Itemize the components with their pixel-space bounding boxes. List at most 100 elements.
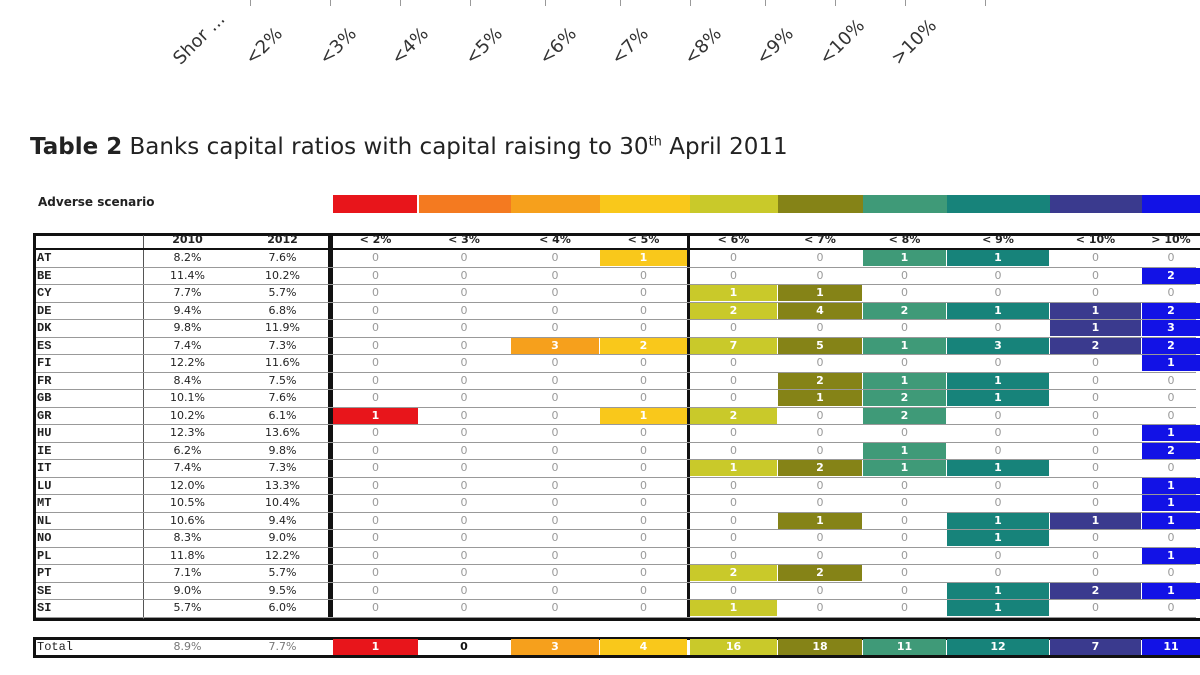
- country-code: CY: [37, 286, 52, 300]
- bucket-count-cell: 0: [640, 321, 647, 334]
- bucket-count-cell: 0: [901, 601, 908, 614]
- bucket-count-cell: 0: [551, 478, 559, 492]
- bucket-count-cell: 0: [551, 583, 559, 597]
- country-code: SI: [37, 601, 52, 615]
- bucket-count-cell: 0: [901, 566, 908, 579]
- axis-tick: [985, 0, 986, 6]
- bucket-count-cell: 0: [551, 426, 559, 439]
- value-2010: 7.4%: [173, 461, 202, 474]
- bucket-count-cell: 0: [372, 531, 379, 544]
- bucket-count-cell: 1: [1142, 582, 1200, 599]
- header-bucket: < 9%: [982, 233, 1014, 246]
- value-2012: 7.6%: [268, 391, 297, 404]
- bucket-count-cell: 0: [640, 478, 647, 492]
- bucket-count-cell: 0: [460, 583, 468, 597]
- bucket-count-cell: 0: [640, 286, 647, 299]
- bucket-count-cell: 0: [551, 513, 559, 527]
- bucket-count-cell: 1: [863, 460, 946, 476]
- bucket-count-cell: 0: [551, 496, 559, 509]
- bucket-count-cell: 0: [901, 321, 908, 334]
- bucket-count-cell: 1: [947, 460, 1049, 476]
- bucket-count-cell: 0: [460, 531, 468, 544]
- bucket-count-cell: 0: [1092, 548, 1099, 562]
- axis-tick: [400, 0, 401, 6]
- bucket-count-cell: 0: [994, 426, 1002, 439]
- value-2012: 5.7%: [268, 566, 297, 579]
- axis-tick: [545, 0, 546, 6]
- row-separator: [36, 511, 1196, 513]
- bucket-count-cell: 0: [460, 268, 468, 282]
- row-separator: [36, 459, 1196, 460]
- bucket-count-cell: 2: [863, 390, 946, 406]
- bucket-count-cell: 0: [730, 251, 737, 264]
- country-column-divider: [143, 235, 144, 619]
- country-code: FI: [37, 356, 52, 370]
- bucket-count-cell: 0: [460, 303, 468, 317]
- value-2012: 13.6%: [265, 426, 300, 439]
- value-2010: 11.8%: [170, 548, 205, 562]
- value-2010: 7.1%: [173, 566, 202, 579]
- bucket-count-cell: 0: [816, 356, 824, 369]
- total-bucket-count: 1: [333, 639, 418, 655]
- bucket-count-cell: 0: [551, 408, 559, 422]
- bucket-count-cell: 0: [640, 268, 647, 282]
- bucket-count-cell: 2: [1142, 442, 1200, 459]
- bucket-count-cell: 2: [778, 460, 862, 476]
- bucket-count-cell: 0: [1092, 461, 1099, 474]
- bucket-count-cell: 0: [372, 566, 379, 579]
- country-code: MT: [37, 496, 52, 510]
- bucket-count-cell: 0: [1167, 286, 1175, 299]
- bucket-count-cell: 1: [1142, 512, 1200, 529]
- bucket-count-cell: 0: [1092, 391, 1099, 404]
- total-bucket-count: 3: [511, 639, 599, 655]
- total-frame: [33, 637, 1200, 658]
- bucket-count-cell: 0: [816, 531, 824, 544]
- country-code: IT: [37, 461, 52, 475]
- bucket-count-cell: 0: [460, 513, 468, 527]
- country-code: NL: [37, 513, 52, 528]
- value-2010: 8.3%: [173, 531, 202, 544]
- country-code: DE: [37, 303, 52, 318]
- bucket-count-cell: 0: [994, 268, 1002, 282]
- bucket-count-cell: 1: [863, 442, 946, 459]
- country-code: PT: [37, 566, 52, 580]
- bucket-count-cell: 0: [372, 321, 379, 334]
- bucket-count-cell: 0: [816, 321, 824, 334]
- axis-tick: [620, 0, 621, 6]
- header-bucket: > 10%: [1151, 233, 1191, 246]
- bucket-count-cell: 0: [994, 408, 1002, 422]
- bucket-count-cell: 1: [778, 285, 862, 301]
- row-separator: [36, 406, 1196, 408]
- bucket-count-cell: 0: [901, 531, 908, 544]
- bucket-count-cell: 0: [460, 478, 468, 492]
- bucket-count-cell: 0: [372, 338, 379, 352]
- country-code: NO: [37, 531, 52, 545]
- country-code: DK: [37, 321, 52, 335]
- axis-tick: [470, 0, 471, 6]
- row-separator: [36, 424, 1196, 425]
- legend-swatch-lt8: [863, 195, 947, 213]
- scenario-label: Adverse scenario: [38, 195, 155, 209]
- bucket-count-cell: 0: [640, 373, 647, 387]
- bucket-count-cell: 0: [994, 496, 1002, 509]
- bucket-count-cell: 0: [551, 391, 559, 404]
- bucket-count-cell: 0: [730, 373, 737, 387]
- bucket-count-cell: 0: [1167, 391, 1175, 404]
- header-bucket: < 3%: [448, 233, 480, 246]
- header-bucket: < 8%: [888, 233, 921, 246]
- bucket-count-cell: 0: [372, 373, 379, 387]
- bucket-count-cell: 1: [947, 390, 1049, 406]
- header-bucket: < 5%: [627, 233, 660, 246]
- bucket-count-cell: 0: [1092, 496, 1099, 509]
- value-2010: 12.2%: [170, 356, 205, 369]
- bucket-count-cell: 2: [690, 565, 777, 581]
- bucket-count-cell: 0: [816, 251, 824, 264]
- bucket-count-cell: 1: [690, 460, 777, 476]
- bucket-count-cell: 0: [372, 496, 379, 509]
- bucket-count-cell: 0: [901, 426, 908, 439]
- bucket-count-cell: 0: [372, 513, 379, 527]
- bucket-count-cell: 0: [1092, 373, 1099, 387]
- bucket-count-cell: 0: [1167, 251, 1175, 264]
- country-code: AT: [37, 251, 52, 265]
